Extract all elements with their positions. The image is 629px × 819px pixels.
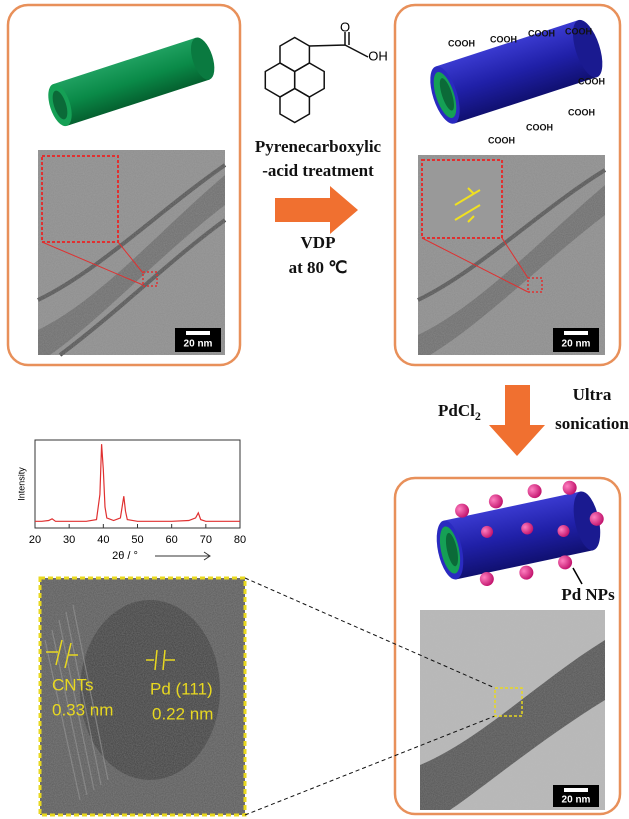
figure: 20 nm 20 nm 20 nm COOH COOH COOH COOH CO… (0, 0, 629, 819)
y-axis-label: Intensity (16, 467, 26, 501)
x-tick-label: 20 (29, 534, 41, 546)
bond (309, 32, 368, 57)
plot-frame (35, 440, 240, 528)
ring (280, 89, 309, 123)
x-tick-label: 50 (131, 534, 143, 546)
pd-label: Pd NPs (561, 585, 615, 604)
reagent-text: PdCl (438, 401, 475, 420)
hrtem-label: CNTs (52, 675, 94, 694)
cooh: COOH (490, 34, 517, 44)
x-tick-label: 80 (234, 534, 246, 546)
ring (280, 38, 309, 72)
cooh: COOH (448, 38, 475, 48)
reagent-subscript: 2 (475, 409, 481, 423)
condition-text: VDP (301, 233, 336, 252)
xrd-line (35, 444, 240, 521)
tem-image: 20 nm (420, 610, 605, 810)
scale-bar-label: 20 nm (562, 795, 591, 806)
cooh: COOH (565, 26, 592, 36)
arrow (275, 186, 358, 234)
x-tick-label: 40 (97, 534, 109, 546)
step-text: -acid treatment (262, 161, 374, 180)
arrow (489, 385, 545, 456)
condition-text: at 80 ℃ (289, 258, 348, 277)
hrtem-label: 0.22 nm (152, 704, 213, 723)
hrtem-label: Pd (111) (150, 679, 213, 698)
tem-image: 20 nm (38, 150, 225, 355)
step-text: Pyrenecarboxylic (255, 137, 382, 156)
x-axis-label: 2θ / ° (112, 550, 138, 562)
axis-arrow (155, 552, 210, 560)
pyrene-molecule (265, 32, 368, 123)
xrd-chart: 20 30 40 50 60 70 80 2θ / ° Intensity (16, 440, 246, 562)
x-tick-label: 30 (63, 534, 75, 546)
condition-text: sonication (555, 414, 629, 433)
cooh: COOH (528, 28, 555, 38)
cooh: COOH (578, 76, 605, 86)
tem-image: 20 nm (418, 155, 605, 355)
cooh: COOH (568, 107, 595, 117)
x-tick-label: 60 (166, 534, 178, 546)
x-tick-label: 70 (200, 534, 212, 546)
hrtem-label: 0.33 nm (52, 700, 113, 719)
scale-bar-label: 20 nm (562, 339, 591, 350)
atom-label: OH (368, 48, 388, 63)
atom-label: O (340, 19, 350, 34)
cooh: COOH (488, 135, 515, 145)
cooh: COOH (526, 122, 553, 132)
condition-text: Ultra (573, 385, 612, 404)
reagent: PdCl2 (438, 401, 481, 423)
scale-bar-label: 20 nm (184, 339, 213, 350)
